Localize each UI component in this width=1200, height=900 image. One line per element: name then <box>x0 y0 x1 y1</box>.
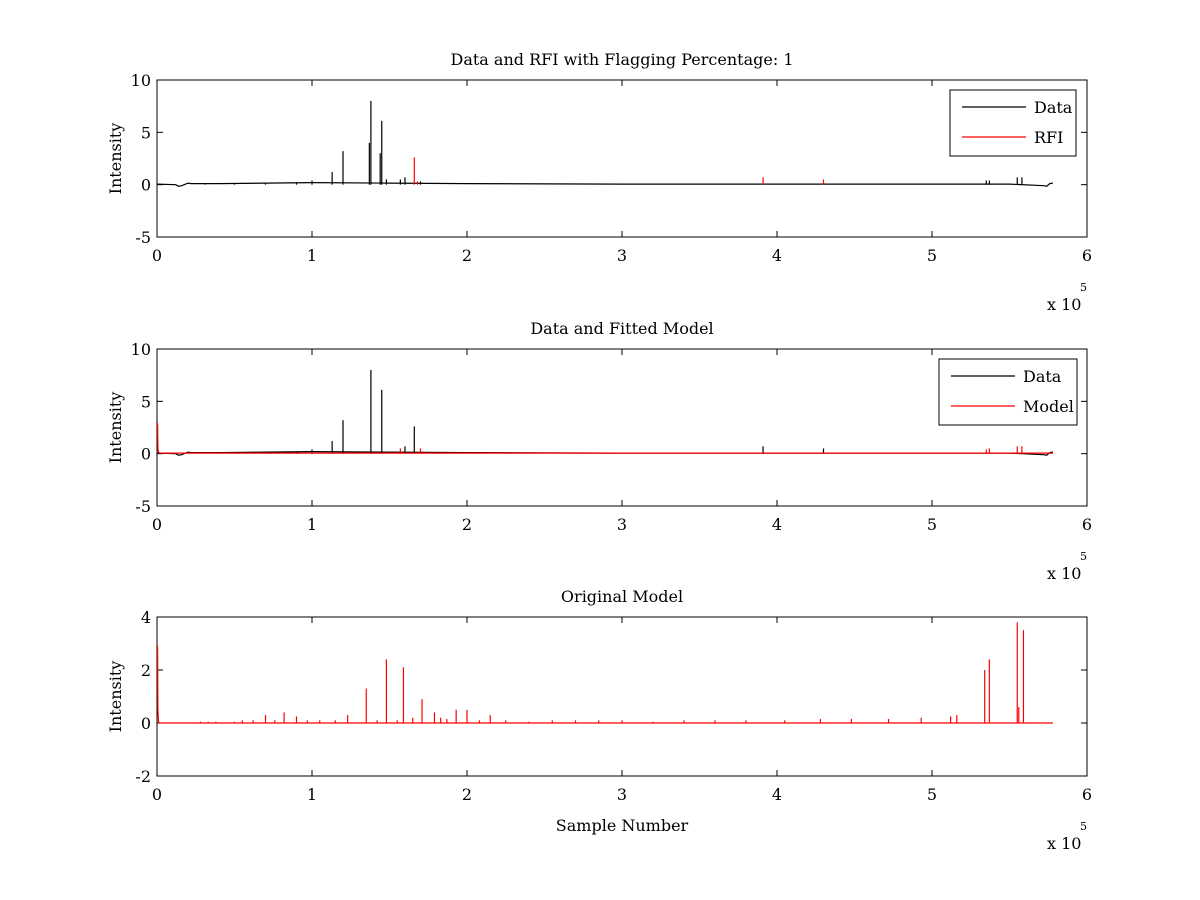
plot-area <box>156 616 1088 777</box>
legend-label: Data <box>1023 367 1062 386</box>
x-tick-label: 5 <box>927 246 937 265</box>
y-tick-label: 0 <box>141 445 151 464</box>
x-tick-label: 1 <box>307 785 317 804</box>
y-tick-label: 2 <box>141 661 151 680</box>
plot-area <box>156 79 1088 238</box>
series-baseline-line <box>157 450 1053 456</box>
legend-label: RFI <box>1034 128 1063 147</box>
x-tick-label: 4 <box>772 246 782 265</box>
chart-title: Original Model <box>561 587 683 606</box>
y-tick-label: 0 <box>141 176 151 195</box>
legend: Data RFI <box>949 89 1077 157</box>
y-axis-label: Intensity <box>106 392 125 464</box>
x-tick-label: 3 <box>617 515 627 534</box>
x-tick-label: 1 <box>307 246 317 265</box>
x-tick-label: 4 <box>772 785 782 804</box>
y-axis-label: Intensity <box>106 661 125 733</box>
plot-data <box>157 622 1053 724</box>
series-baseline-line <box>157 181 1053 187</box>
y-tick-label: -2 <box>135 767 151 786</box>
x-tick-label: 3 <box>617 246 627 265</box>
x-tick-label: 0 <box>152 785 162 804</box>
x-exponent-power: 5 <box>1080 550 1087 563</box>
y-tick-label: 5 <box>141 123 151 142</box>
chart-title: Data and Fitted Model <box>530 319 713 338</box>
series-model <box>157 422 1053 454</box>
series-rfi <box>413 157 825 185</box>
y-tick-label: 5 <box>141 392 151 411</box>
x-tick-label: 2 <box>462 785 472 804</box>
x-exponent-base: x 10 <box>1047 295 1081 314</box>
y-tick-label: 0 <box>141 714 151 733</box>
y-tick-label: -5 <box>135 228 151 247</box>
plot-data <box>157 369 1053 456</box>
x-tick-label: 6 <box>1082 515 1092 534</box>
x-tick-label: 3 <box>617 785 627 804</box>
x-tick-label: 6 <box>1082 246 1092 265</box>
legend-label: Model <box>1023 397 1074 416</box>
x-axis-label: Sample Number <box>556 816 689 835</box>
y-tick-label: 4 <box>141 608 151 627</box>
x-exponent-power: 5 <box>1080 820 1087 833</box>
x-tick-label: 5 <box>927 515 937 534</box>
x-tick-label: 6 <box>1082 785 1092 804</box>
x-tick-label: 0 <box>152 246 162 265</box>
x-exponent-base: x 10 <box>1047 564 1081 583</box>
x-tick-label: 1 <box>307 515 317 534</box>
x-tick-label: 5 <box>927 785 937 804</box>
x-exponent-base: x 10 <box>1047 834 1081 853</box>
x-tick-label: 2 <box>462 246 472 265</box>
series-baseline-line <box>157 643 1053 724</box>
series-data <box>157 100 1053 187</box>
plot-data <box>157 100 1053 187</box>
x-exponent-power: 5 <box>1080 281 1087 294</box>
legend-box <box>949 89 1077 157</box>
legend-box <box>938 358 1078 426</box>
y-tick-label: -5 <box>135 497 151 516</box>
legend: Data Model <box>938 358 1078 426</box>
series-series1 <box>157 622 1053 724</box>
x-tick-label: 4 <box>772 515 782 534</box>
legend-label: Data <box>1034 98 1073 117</box>
chart-title: Data and RFI with Flagging Percentage: 1 <box>450 50 793 69</box>
y-tick-label: 10 <box>131 71 151 90</box>
plot-area <box>156 348 1088 507</box>
series-baseline-line <box>157 422 1053 454</box>
y-tick-label: 10 <box>131 340 151 359</box>
series-data <box>157 369 1053 456</box>
x-tick-label: 0 <box>152 515 162 534</box>
x-tick-label: 2 <box>462 515 472 534</box>
y-axis-label: Intensity <box>106 123 125 195</box>
